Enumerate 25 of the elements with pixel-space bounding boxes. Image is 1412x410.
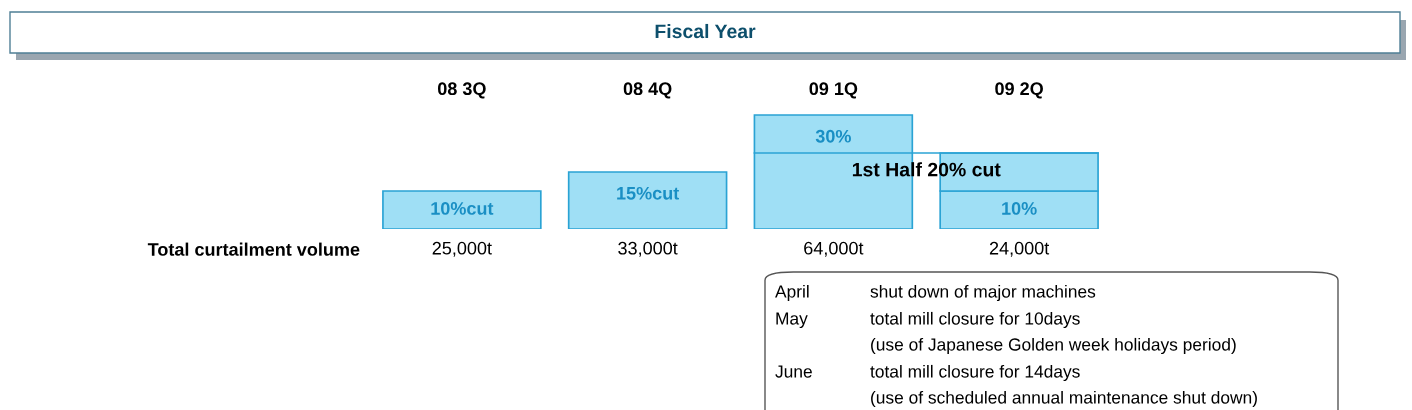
text: total mill closure for 14days	[870, 364, 1080, 382]
data-label: 30%	[815, 129, 851, 143]
text: 25,000t	[432, 241, 492, 257]
x-tick-label: 08 4Q	[623, 82, 672, 99]
x-tick-label: 08 3Q	[438, 82, 486, 99]
text: (use of scheduled annual maintenance shut down)	[871, 390, 1257, 408]
data-label: 15%cut	[617, 186, 680, 200]
text: Total curtailment volume	[147, 242, 360, 256]
text: May	[776, 312, 808, 329]
text: (use of Japanese Golden week holidays period)	[871, 337, 1236, 355]
text: shut down of major machines	[870, 284, 1096, 302]
text: June	[775, 365, 812, 378]
ref-line-label: 1st Half 20% cut	[852, 162, 1001, 177]
data-label: 10%cut	[431, 202, 494, 215]
text: 24,000t	[989, 241, 1050, 257]
chart-title: Fiscal Year	[655, 23, 756, 39]
x-tick-label: 09 1Q	[809, 82, 858, 99]
x-tick-label: 09 2Q	[995, 82, 1043, 99]
bar	[382, 190, 542, 229]
bar	[567, 171, 728, 229]
text: total mill closure for 10days	[870, 311, 1080, 329]
text: April	[775, 284, 809, 302]
data-label: 10%	[1002, 202, 1037, 215]
text: 33,000t	[618, 241, 678, 257]
text: 64,000t	[804, 241, 864, 257]
